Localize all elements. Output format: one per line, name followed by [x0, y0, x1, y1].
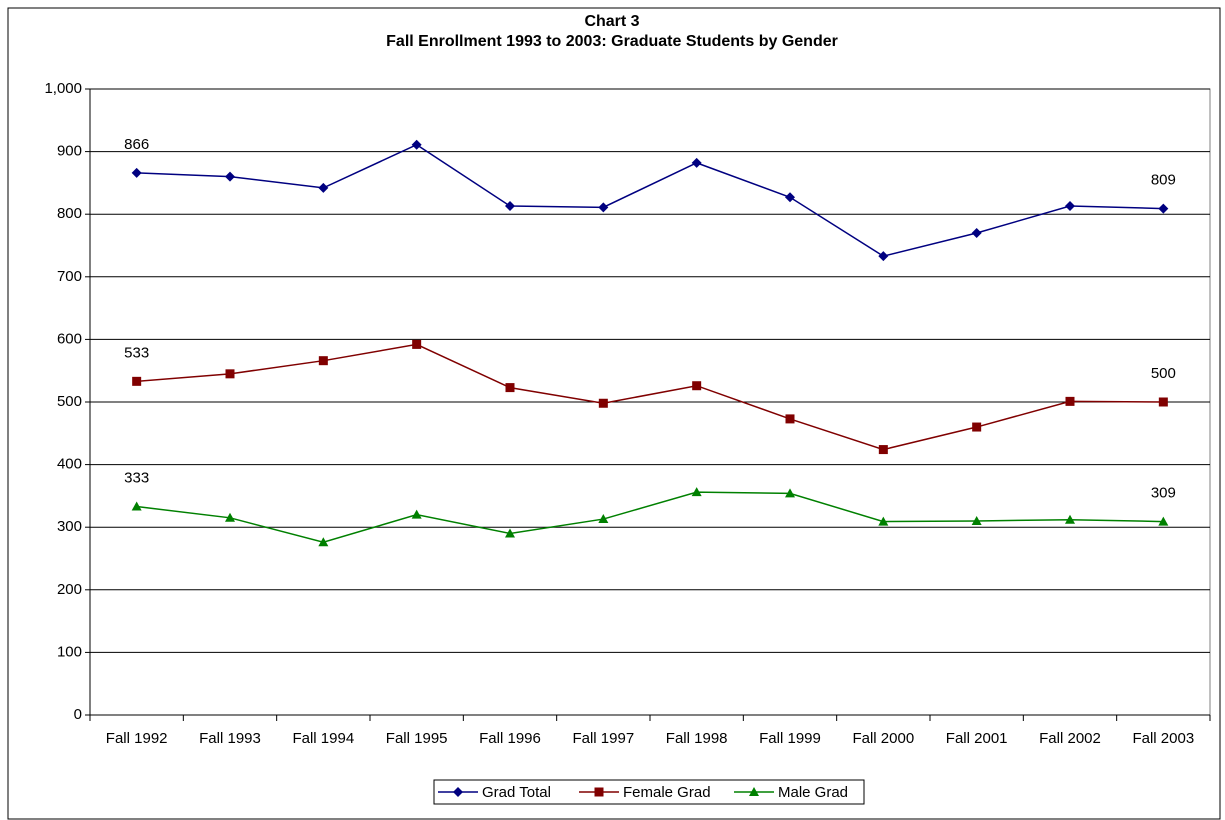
- x-tick-label: Fall 2002: [1039, 730, 1101, 747]
- y-tick-label: 300: [57, 518, 82, 535]
- y-tick-label: 500: [57, 393, 82, 410]
- marker: [318, 537, 329, 547]
- marker: [785, 414, 795, 424]
- y-tick-label: 800: [57, 205, 82, 222]
- legend-label: Grad Total: [482, 784, 551, 801]
- x-tick-label: Fall 2001: [946, 730, 1008, 747]
- marker: [878, 251, 889, 262]
- data-label: 533: [124, 344, 149, 361]
- marker: [692, 381, 702, 391]
- x-tick-label: Fall 1997: [572, 730, 634, 747]
- y-tick-label: 400: [57, 456, 82, 473]
- data-label: 309: [1151, 485, 1176, 502]
- marker: [1065, 396, 1075, 406]
- y-tick-label: 900: [57, 143, 82, 160]
- y-tick-label: 1,000: [44, 80, 82, 97]
- marker: [411, 139, 422, 150]
- legend-label: Male Grad: [778, 784, 848, 801]
- legend-box: [433, 779, 865, 805]
- marker: [749, 787, 759, 796]
- marker: [318, 356, 328, 366]
- marker: [691, 487, 702, 497]
- series-line: [136, 491, 1164, 544]
- marker: [411, 509, 422, 519]
- x-tick-label: Fall 1999: [759, 730, 821, 747]
- data-label: 500: [1151, 365, 1176, 382]
- marker: [878, 445, 888, 455]
- marker: [505, 201, 515, 212]
- marker: [131, 501, 142, 511]
- marker: [785, 192, 795, 203]
- marker: [1158, 516, 1169, 526]
- chart-subtitle: Fall Enrollment 1993 to 2003: Graduate S…: [386, 33, 838, 50]
- marker: [1158, 397, 1168, 407]
- marker: [131, 167, 142, 178]
- data-label: 333: [124, 470, 149, 487]
- marker: [225, 512, 235, 522]
- x-tick-label: Fall 2003: [1132, 730, 1194, 747]
- marker: [598, 202, 609, 213]
- marker: [598, 514, 609, 524]
- data-label: 866: [124, 136, 149, 153]
- data-label: 809: [1151, 172, 1176, 189]
- marker: [318, 182, 329, 193]
- x-tick-label: Fall 1994: [292, 730, 354, 747]
- marker: [971, 515, 982, 525]
- x-tick-label: Fall 2000: [852, 730, 914, 747]
- x-tick-label: Fall 1996: [479, 730, 541, 747]
- marker: [505, 528, 515, 538]
- marker: [225, 171, 235, 182]
- series-line: [136, 143, 1164, 257]
- marker: [453, 787, 463, 797]
- y-tick-label: 700: [57, 268, 82, 285]
- marker: [691, 157, 702, 168]
- marker: [225, 369, 235, 379]
- x-tick-label: Fall 1992: [106, 730, 168, 747]
- marker: [412, 339, 422, 349]
- marker: [598, 398, 608, 408]
- y-tick-label: 100: [57, 643, 82, 660]
- legend-label: Female Grad: [623, 784, 711, 801]
- x-tick-label: Fall 1993: [199, 730, 261, 747]
- y-tick-label: 600: [57, 330, 82, 347]
- x-tick-label: Fall 1995: [386, 730, 448, 747]
- marker: [1065, 201, 1075, 212]
- x-tick-label: Fall 1998: [666, 730, 728, 747]
- y-tick-label: 0: [74, 706, 82, 723]
- marker: [132, 376, 142, 386]
- y-tick-label: 200: [57, 581, 82, 598]
- marker: [1065, 514, 1075, 524]
- series-line: [136, 343, 1164, 451]
- marker: [1158, 203, 1169, 214]
- chart-title: Chart 3: [584, 13, 639, 30]
- marker: [594, 787, 604, 797]
- marker: [505, 383, 515, 393]
- marker: [878, 516, 889, 526]
- marker: [785, 488, 795, 498]
- marker: [972, 422, 982, 432]
- marker: [971, 227, 982, 238]
